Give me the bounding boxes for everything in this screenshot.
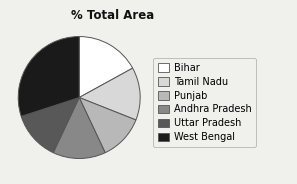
Wedge shape bbox=[79, 98, 136, 153]
Wedge shape bbox=[79, 68, 140, 120]
Text: % Total Area: % Total Area bbox=[71, 9, 154, 22]
Wedge shape bbox=[53, 98, 105, 158]
Wedge shape bbox=[21, 98, 79, 153]
Wedge shape bbox=[79, 37, 133, 98]
Legend: Bihar, Tamil Nadu, Punjab, Andhra Pradesh, Uttar Pradesh, West Bengal: Bihar, Tamil Nadu, Punjab, Andhra Prades… bbox=[153, 58, 256, 147]
Wedge shape bbox=[18, 37, 79, 116]
